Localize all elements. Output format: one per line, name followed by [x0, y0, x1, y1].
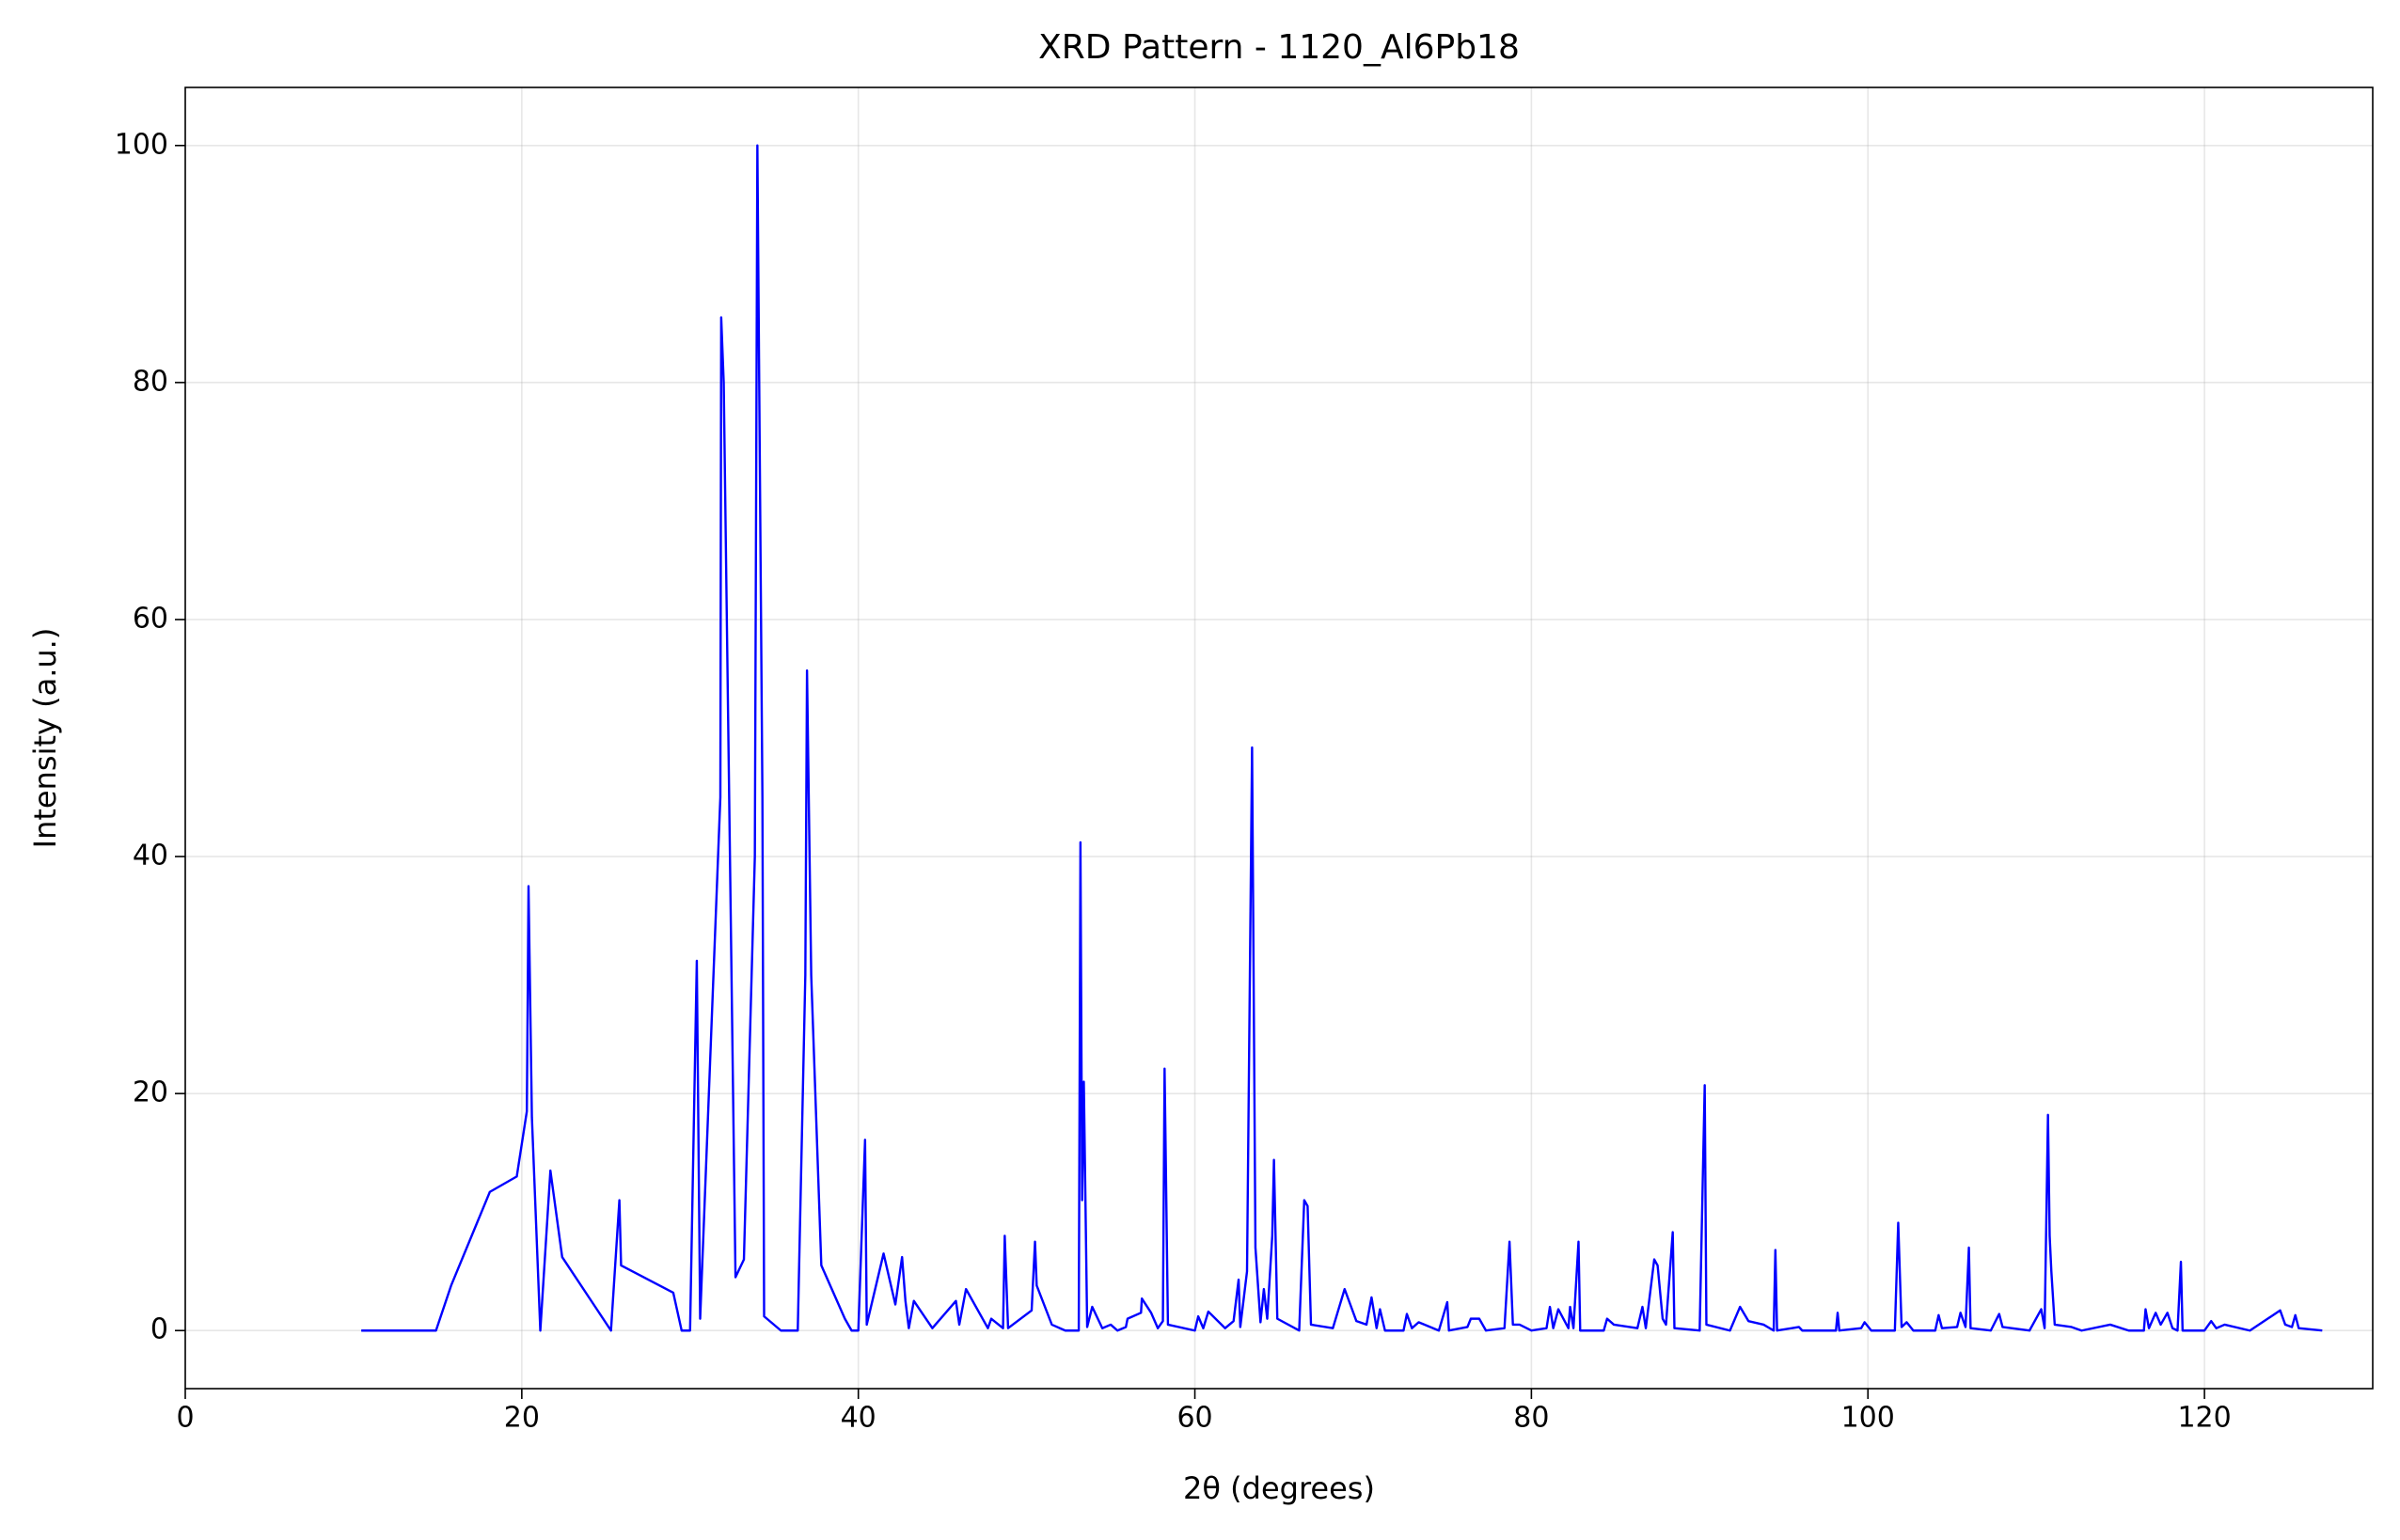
y-tick-label: 0	[150, 1313, 168, 1346]
chart-title: XRD Pattern - 1120_Al6Pb18	[1038, 28, 1520, 67]
x-tick-label: 100	[1841, 1402, 1895, 1435]
x-axis-label: 2θ (degrees)	[1183, 1470, 1375, 1506]
x-tick-label: 80	[1513, 1402, 1549, 1435]
y-tick-label: 100	[115, 128, 168, 161]
y-tick-label: 60	[133, 602, 168, 635]
x-tick-label: 0	[176, 1402, 194, 1435]
x-tick-label: 20	[504, 1402, 540, 1435]
x-tick-label: 120	[2177, 1402, 2231, 1435]
y-tick-label: 20	[133, 1076, 168, 1109]
data-line	[361, 144, 2323, 1332]
y-axis-label: Intensity (a.u.)	[27, 628, 63, 849]
x-tick-label: 60	[1176, 1402, 1212, 1435]
y-tick-label: 40	[133, 840, 168, 872]
x-tick-label: 40	[841, 1402, 876, 1435]
y-tick-label: 80	[133, 365, 168, 398]
plot-frame	[184, 86, 2374, 1390]
